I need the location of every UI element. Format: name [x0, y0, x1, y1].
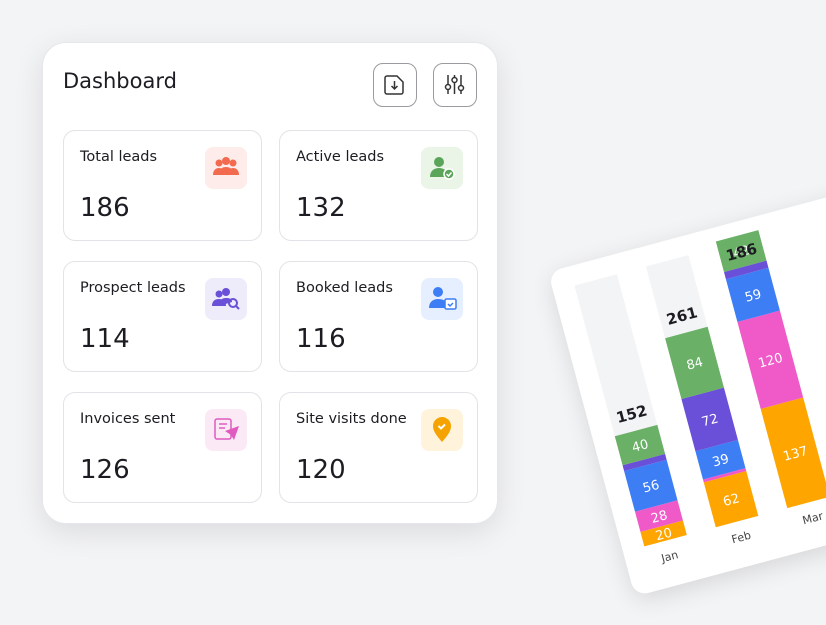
stat-icon: [205, 278, 247, 320]
bar-segment: [760, 397, 826, 509]
chart-card: 20 28 56 40 152 Jan 62 39 72 84 261 Feb 137 120 59 42 18…: [548, 163, 826, 597]
download-button[interactable]: [373, 63, 417, 107]
icon-glyph: [430, 157, 455, 180]
segment-label: 120: [757, 351, 785, 372]
icon-glyph: [429, 287, 457, 310]
stat-icon: [205, 147, 247, 189]
icon-glyph: [214, 418, 239, 440]
x-tick-label: Feb: [730, 529, 752, 547]
stat-value: 186: [80, 193, 130, 223]
icon-glyph: [433, 417, 451, 442]
stat-label: Invoices sent: [80, 411, 176, 427]
stat-label: Booked leads: [296, 280, 393, 296]
bar-segment: [702, 468, 747, 483]
stat-value: 116: [296, 324, 346, 354]
bar-segment: [703, 470, 759, 528]
segment-label: 56: [641, 478, 661, 497]
bar-segment: [640, 520, 687, 547]
dashboard-title: Dashboard: [63, 69, 177, 93]
stat-label: Site visits done: [296, 411, 407, 427]
stat-value: 126: [80, 455, 130, 485]
dashboard-card: Dashboard Total leads 186 Active leads 132 P…: [42, 42, 498, 524]
bar-segment: [725, 267, 780, 322]
icon-glyph: [212, 288, 240, 310]
bar-segment: [622, 453, 667, 472]
download-icon: [384, 75, 404, 95]
segment-label: 40: [630, 437, 650, 456]
bar-segment: [695, 439, 746, 480]
bar-segment: [614, 424, 666, 466]
segment-label: 20: [654, 526, 674, 545]
segment-label: 62: [721, 491, 741, 510]
stat-label: Prospect leads: [80, 280, 186, 296]
bar-segment: [681, 387, 738, 452]
segment-label: 42: [732, 243, 752, 262]
stat-icon: [421, 278, 463, 320]
icon-glyph: [213, 157, 239, 175]
segment-label: 72: [700, 411, 720, 430]
segment-label: 28: [649, 508, 669, 527]
stat-card: Active leads 132: [279, 130, 478, 241]
stat-label: Active leads: [296, 149, 385, 165]
stat-card: Booked leads 116: [279, 261, 478, 372]
bar-segment: [665, 326, 724, 400]
x-tick-label: Mar: [801, 509, 825, 527]
bar-segment: [624, 459, 678, 512]
segment-label: 59: [743, 287, 763, 306]
stat-card: Prospect leads 114: [63, 261, 262, 372]
filter-icon: [444, 75, 465, 94]
bar-segment: [723, 260, 769, 280]
stat-icon: [421, 147, 463, 189]
stat-label: Total leads: [80, 149, 158, 165]
bar-segment: [737, 310, 804, 409]
stat-card: Site visits done 120: [279, 392, 478, 503]
stat-icon: [205, 409, 247, 451]
stat-icon: [421, 409, 463, 451]
stat-value: 120: [296, 455, 346, 485]
segment-label: 39: [711, 452, 731, 471]
bar-segment: [634, 500, 683, 532]
chart: 20285640152Jan62397284261Feb137120594218…: [574, 230, 826, 565]
stat-value: 114: [80, 324, 130, 354]
stat-value: 132: [296, 193, 346, 223]
x-tick-label: Jan: [659, 548, 680, 565]
segment-label: 137: [782, 444, 810, 465]
filter-button[interactable]: [433, 63, 477, 107]
segment-label: 84: [685, 355, 705, 374]
stat-card: Invoices sent 126: [63, 392, 262, 503]
stat-card: Total leads 186: [63, 130, 262, 241]
bar-segment: [715, 230, 767, 272]
